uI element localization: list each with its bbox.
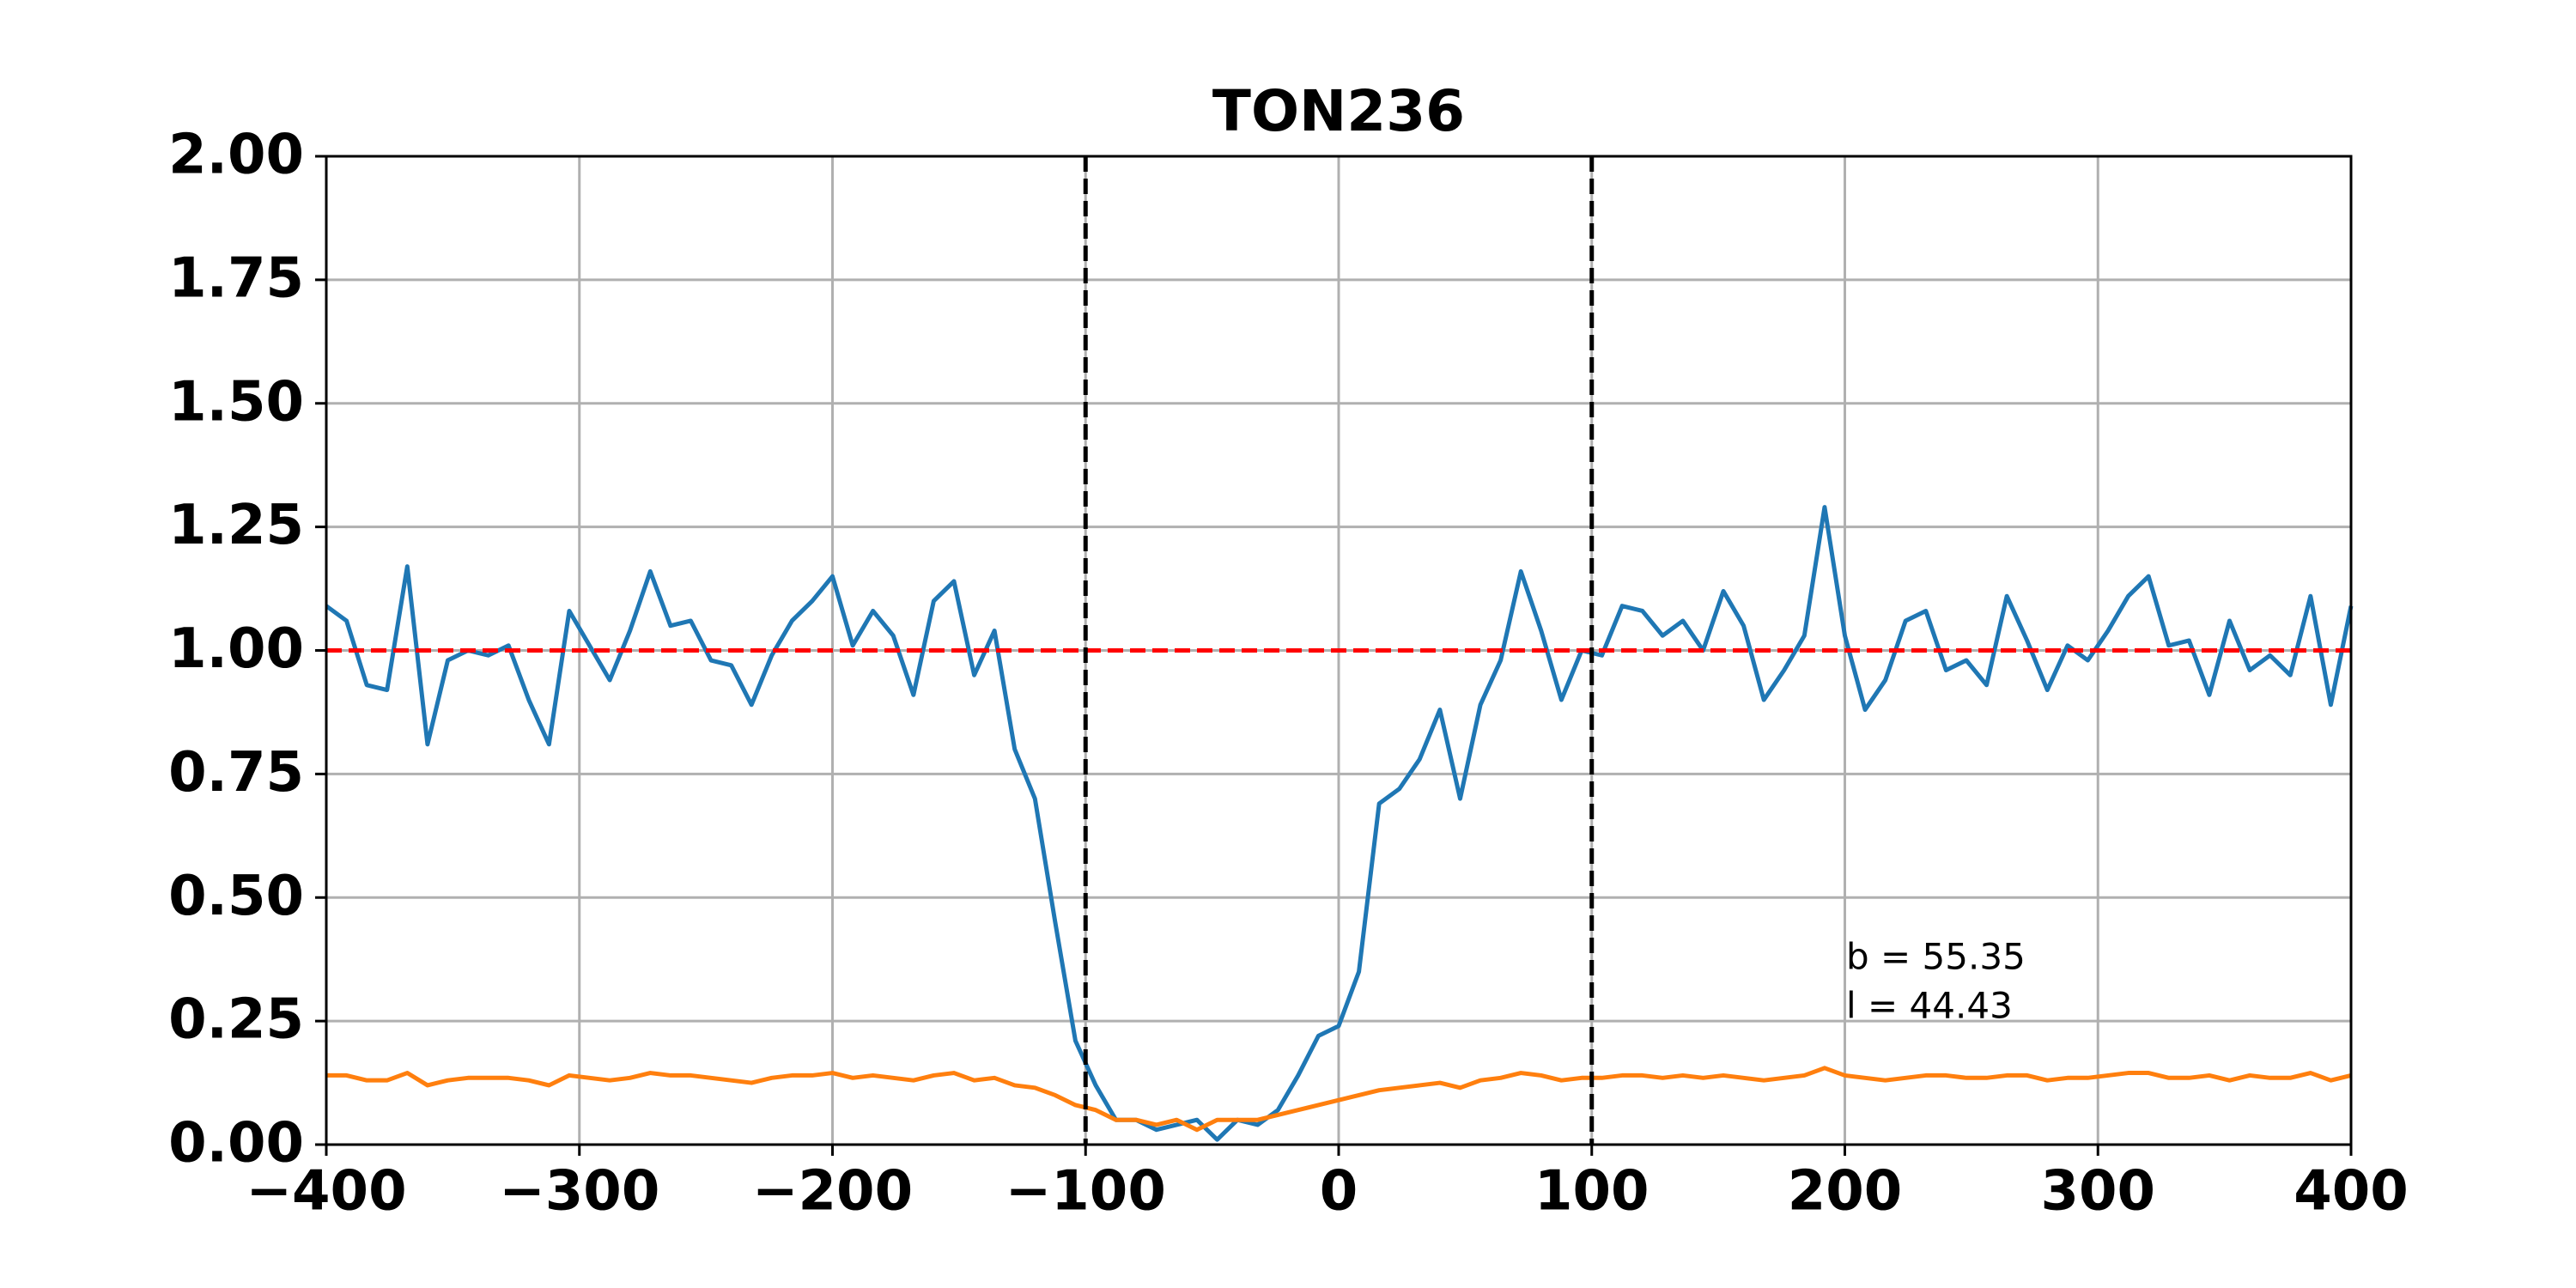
y-tick-label: 1.75 (168, 246, 304, 310)
data-line (325, 505, 2354, 1142)
x-tick-label: −300 (499, 1160, 659, 1224)
y-tick-label: 2.00 (168, 124, 304, 187)
y-tick-label: 0.75 (168, 741, 304, 805)
x-tick-label: 0 (1320, 1160, 1358, 1224)
x-tick-label: −100 (1005, 1160, 1166, 1224)
plot-frame (325, 155, 2353, 1146)
x-tick-label: −400 (246, 1160, 406, 1224)
chart-title: TON236 (1212, 78, 1465, 144)
x-tick-label: 200 (1788, 1160, 1903, 1224)
x-tick-label: −200 (752, 1160, 913, 1224)
annotation: l = 44.43 (1846, 985, 2013, 1027)
y-tick-label: 1.25 (168, 494, 304, 557)
x-tick-label: 300 (2040, 1160, 2155, 1224)
y-tick-label: 1.00 (168, 617, 304, 681)
x-tick-label: 100 (1534, 1160, 1649, 1224)
y-tick-label: 0.00 (168, 1112, 304, 1176)
annotation: b = 55.35 (1846, 936, 2026, 978)
y-tick-label: 1.50 (168, 370, 304, 434)
x-tick-label: 400 (2293, 1160, 2409, 1224)
y-tick-label: 0.50 (168, 865, 304, 928)
data-line (326, 1066, 2352, 1133)
y-tick-label: 0.25 (168, 988, 304, 1052)
